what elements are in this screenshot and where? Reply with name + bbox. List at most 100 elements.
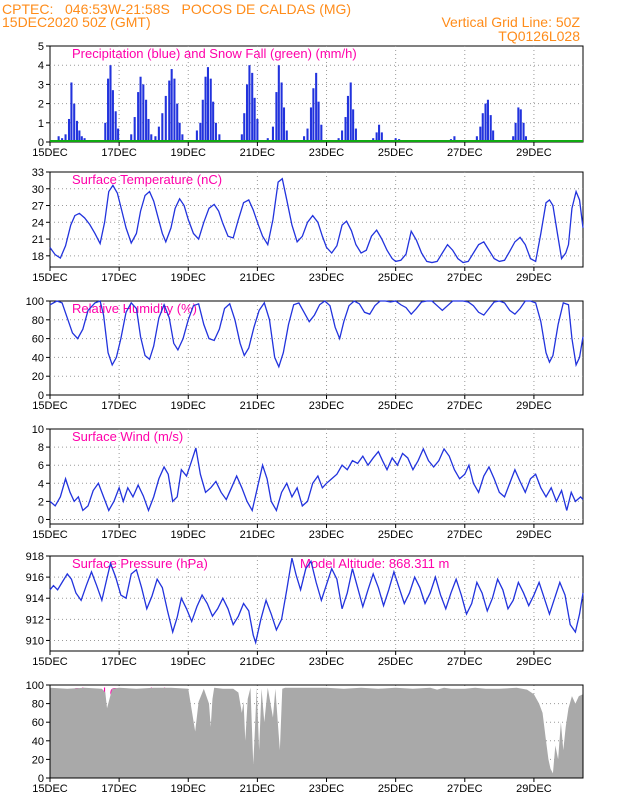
precip-bar	[315, 72, 318, 142]
precip-bar	[248, 65, 251, 142]
precip-bar	[517, 107, 520, 142]
precip-bar	[317, 101, 320, 142]
precip-bar	[271, 126, 274, 142]
humidity-ytick-label: 20	[32, 371, 44, 383]
pressure-ytick-label: 916	[26, 572, 44, 584]
wind-xtick-label: 19DEC	[171, 529, 207, 541]
precip-bar	[253, 97, 256, 142]
precip-bar	[109, 65, 112, 142]
humidity-ytick-label: 40	[32, 352, 44, 364]
wind-xtick-label: 27DEC	[447, 529, 483, 541]
pressure-ytick-label: 910	[26, 635, 44, 647]
precip-bar	[486, 99, 489, 142]
precipitation-title: Precipitation (blue) and Snow Fall (gree…	[72, 46, 357, 61]
precipitation-ytick-label: 5	[38, 41, 44, 53]
precip-bar	[285, 130, 288, 142]
pressure-xtick-label: 17DEC	[101, 656, 137, 668]
precip-bar	[204, 76, 207, 142]
precip-bar	[492, 130, 495, 142]
precip-bar	[320, 124, 323, 142]
precip-bar	[524, 136, 528, 142]
precipitation-xtick-label: 15DEC	[32, 147, 68, 159]
precip-bar	[157, 126, 160, 142]
precip-bar	[277, 65, 280, 142]
precip-bar	[512, 136, 515, 142]
wind-ytick-label: 0	[38, 514, 44, 526]
precip-bar	[344, 117, 347, 142]
wind-panel: 0 2 4 6 8 10 15DEC 17DEC 19DEC 21DEC 23DEC 25DEC 27D…	[32, 424, 584, 541]
precip-bar	[303, 136, 306, 142]
wind-title: Surface Wind (m/s)	[72, 429, 183, 444]
cloud-ytick-label: 40	[32, 736, 44, 748]
pressure-ytick-label: 912	[26, 614, 44, 626]
cloud-xtick-label: 15DEC	[32, 783, 68, 795]
precip-bar	[282, 107, 286, 142]
precip-bar	[130, 134, 133, 142]
pressure-xtick-label: 15DEC	[32, 656, 68, 668]
wind-ytick-label: 6	[38, 460, 44, 472]
precip-bar	[380, 132, 383, 142]
precip-bar	[484, 103, 487, 142]
wind-ytick-label: 10	[32, 424, 44, 436]
cloud-ytick-label: 20	[32, 754, 44, 766]
header-station: CPTEC: 046:53W-21:58S POCOS DE CALDAS (M…	[2, 1, 351, 17]
precip-bar	[352, 109, 355, 142]
wind-xtick-label: 17DEC	[101, 529, 137, 541]
humidity-xtick-label: 27DEC	[447, 400, 483, 412]
precip-bar	[164, 95, 167, 142]
precip-bar	[475, 136, 478, 142]
precip-bar	[245, 84, 249, 142]
precip-bar	[349, 82, 352, 142]
precipitation-ytick-label: 0	[38, 137, 44, 149]
precip-bar	[75, 120, 78, 142]
cloud-ytick-label: 100	[26, 680, 44, 692]
precip-bar	[519, 109, 522, 142]
pressure-xtick-label: 23DEC	[309, 656, 345, 668]
cloud-xtick-label: 27DEC	[447, 783, 483, 795]
temperature-xtick-label: 25DEC	[378, 272, 414, 284]
humidity-frame	[49, 300, 584, 396]
precip-bar	[218, 134, 221, 142]
pressure-xtick-label: 27DEC	[447, 656, 483, 668]
header-vertical-grid: Vertical Grid Line: 50Z	[441, 14, 580, 30]
precipitation-ytick-label: 1	[38, 118, 44, 130]
pressure-xtick-label: 21DEC	[240, 656, 276, 668]
precipitation-xtick-label: 21DEC	[240, 147, 276, 159]
humidity-ytick-label: 80	[32, 315, 44, 327]
precip-bar	[133, 117, 136, 142]
pressure-xtick-label: 19DEC	[171, 656, 207, 668]
precip-bar	[70, 82, 73, 142]
cloud-ytick-label: 60	[32, 717, 44, 729]
precip-bar	[256, 118, 259, 142]
wind-xtick-label: 21DEC	[240, 529, 276, 541]
temperature-panel: 18 21 24 27 30 33 15DEC 17DEC 19DEC 21DEC 23DEC 25D…	[32, 167, 584, 284]
temperature-ytick-label: 18	[32, 251, 44, 263]
precip-bar	[176, 103, 179, 142]
cloud-xtick-label: 29DEC	[516, 783, 552, 795]
pressure-xtick-label: 25DEC	[378, 656, 414, 668]
precip-bar	[312, 88, 315, 142]
cloud-ytick-label: 80	[32, 699, 44, 711]
precip-bar	[161, 113, 164, 142]
cloud-xtick-label: 25DEC	[378, 783, 414, 795]
pressure-panel: 910 912 914 916 918 15DEC 17DEC 19DEC 21DEC 23DEC…	[26, 551, 584, 668]
precip-bar	[481, 113, 484, 142]
humidity-xtick-label: 21DEC	[240, 400, 276, 412]
temperature-xtick-label: 27DEC	[447, 272, 483, 284]
precip-bar	[309, 107, 313, 142]
precipitation-xtick-label: 27DEC	[447, 147, 483, 159]
precip-bar	[117, 128, 120, 142]
precip-bar	[142, 84, 145, 142]
precipitation-xtick-label: 17DEC	[101, 147, 137, 159]
temperature-xtick-label: 23DEC	[309, 272, 345, 284]
precip-bar	[154, 136, 157, 142]
precip-bar	[489, 115, 492, 142]
cloud-frame-top	[49, 684, 584, 779]
humidity-ytick-label: 60	[32, 334, 44, 346]
precipitation-ytick-label: 4	[38, 60, 44, 72]
cloud-panel: 0 20 40 60 80 100 15DEC 17DEC 19DEC 21DEC 23DEC 25D…	[26, 680, 584, 795]
temperature-line	[49, 177, 584, 264]
humidity-ytick-label: 0	[38, 390, 44, 402]
precipitation-ytick-label: 2	[38, 99, 44, 111]
precip-bar	[178, 122, 181, 142]
